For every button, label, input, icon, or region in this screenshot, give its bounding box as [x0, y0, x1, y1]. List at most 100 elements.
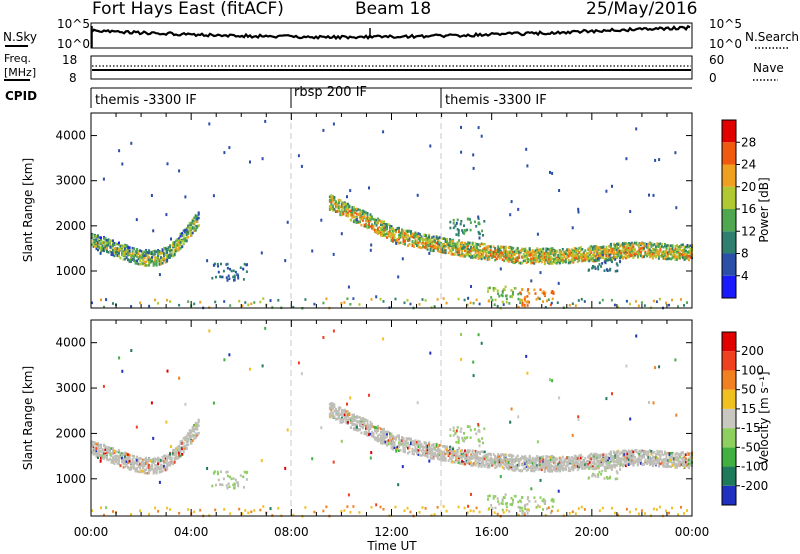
- velocity-echo: [330, 410, 333, 414]
- velocity-echo: [461, 460, 464, 463]
- power-echo: [304, 298, 307, 301]
- power-echo: [446, 243, 449, 246]
- power-echo: [478, 232, 480, 235]
- velocity-echo: [167, 461, 170, 465]
- power-echo: [340, 232, 343, 236]
- velocity-echo: [103, 454, 105, 457]
- power-echo: [417, 232, 420, 235]
- velocity-echo: [516, 454, 519, 458]
- power-echo: [510, 256, 513, 259]
- velocity-echo: [537, 456, 540, 460]
- power-echo: [474, 249, 477, 253]
- velocity-echo: [525, 469, 528, 472]
- power-echo: [440, 249, 443, 253]
- power-echo: [548, 254, 551, 258]
- power-echo: [579, 249, 582, 252]
- velocity-echo: [392, 446, 394, 450]
- power-echo: [455, 221, 458, 225]
- velocity-echo: [92, 447, 95, 450]
- velocity-echo: [119, 451, 122, 455]
- power-echo: [375, 218, 378, 222]
- power-echo: [657, 245, 660, 248]
- power-echo: [437, 249, 440, 253]
- power-echo: [181, 232, 184, 235]
- power-echo: [178, 237, 181, 240]
- velocity-echo: [152, 458, 155, 461]
- power-echo: [460, 150, 463, 154]
- power-echo: [320, 218, 323, 222]
- power-ylabel: Slant Range [km]: [21, 158, 35, 262]
- velocity-echo: [131, 460, 134, 463]
- velocity-echo: [405, 445, 408, 448]
- power-echo: [459, 254, 462, 258]
- velocity-echo: [495, 465, 498, 469]
- y-tick-label: 1000: [55, 264, 86, 278]
- velocity-echo: [366, 419, 369, 423]
- power-echo: [155, 264, 158, 267]
- velocity-echo: [104, 455, 107, 459]
- velocity-echo: [507, 461, 510, 464]
- power-echo: [629, 210, 632, 213]
- noise-sky-trace: [91, 24, 691, 48]
- power-echo: [621, 255, 624, 259]
- power-echo: [546, 261, 549, 264]
- power-echo: [629, 252, 632, 256]
- power-echo: [602, 245, 605, 249]
- power-echo: [131, 252, 134, 255]
- power-echo: [444, 244, 447, 248]
- power-echo: [539, 249, 542, 253]
- velocity-echo: [176, 451, 179, 455]
- power-echo: [650, 252, 653, 256]
- velocity-echo: [365, 432, 367, 436]
- power-echo: [599, 254, 602, 257]
- velocity-echo: [119, 455, 122, 459]
- power-echo: [170, 254, 173, 257]
- power-echo: [100, 249, 102, 252]
- power-echo: [647, 251, 650, 255]
- power-echo: [137, 257, 140, 261]
- power-echo: [463, 298, 466, 302]
- velocity-echo: [170, 456, 173, 460]
- velocity-echo: [118, 462, 120, 466]
- power-echo: [406, 299, 409, 302]
- power-echo: [181, 239, 184, 243]
- power-echo: [352, 206, 355, 209]
- velocity-echo: [539, 463, 542, 466]
- power-echo: [450, 243, 453, 246]
- power-echo: [507, 257, 510, 260]
- power-echo: [363, 215, 366, 218]
- power-echo: [474, 242, 477, 245]
- velocity-echo: [473, 462, 476, 465]
- power-echo: [651, 252, 654, 256]
- power-echo: [512, 247, 515, 250]
- power-echo: [149, 257, 152, 261]
- power-echo: [164, 253, 167, 257]
- power-echo: [450, 240, 453, 243]
- power-echo: [497, 250, 500, 253]
- velocity-echo: [182, 437, 185, 440]
- power-echo: [626, 244, 629, 248]
- power-echo: [431, 240, 434, 243]
- velocity-echo: [140, 470, 143, 474]
- velocity-echo: [158, 471, 161, 474]
- power-echo: [471, 241, 474, 245]
- power-echo: [591, 253, 594, 257]
- velocity-echo: [365, 424, 367, 428]
- power-echo: [486, 254, 489, 258]
- power-echo: [627, 243, 630, 247]
- power-echo: [645, 243, 648, 246]
- power-echo: [437, 239, 440, 243]
- velocity-echo: [443, 458, 446, 461]
- velocity-echo: [482, 450, 485, 454]
- power-echo: [665, 245, 668, 248]
- power-echo: [680, 249, 683, 253]
- power-echo: [630, 247, 633, 250]
- velocity-echo: [154, 459, 157, 463]
- power-echo: [392, 239, 394, 242]
- power-echo: [601, 298, 604, 302]
- velocity-echo: [185, 444, 188, 447]
- velocity-echo: [104, 452, 107, 456]
- power-echo: [540, 248, 543, 252]
- power-echo: [494, 287, 497, 290]
- power-echo: [182, 229, 185, 232]
